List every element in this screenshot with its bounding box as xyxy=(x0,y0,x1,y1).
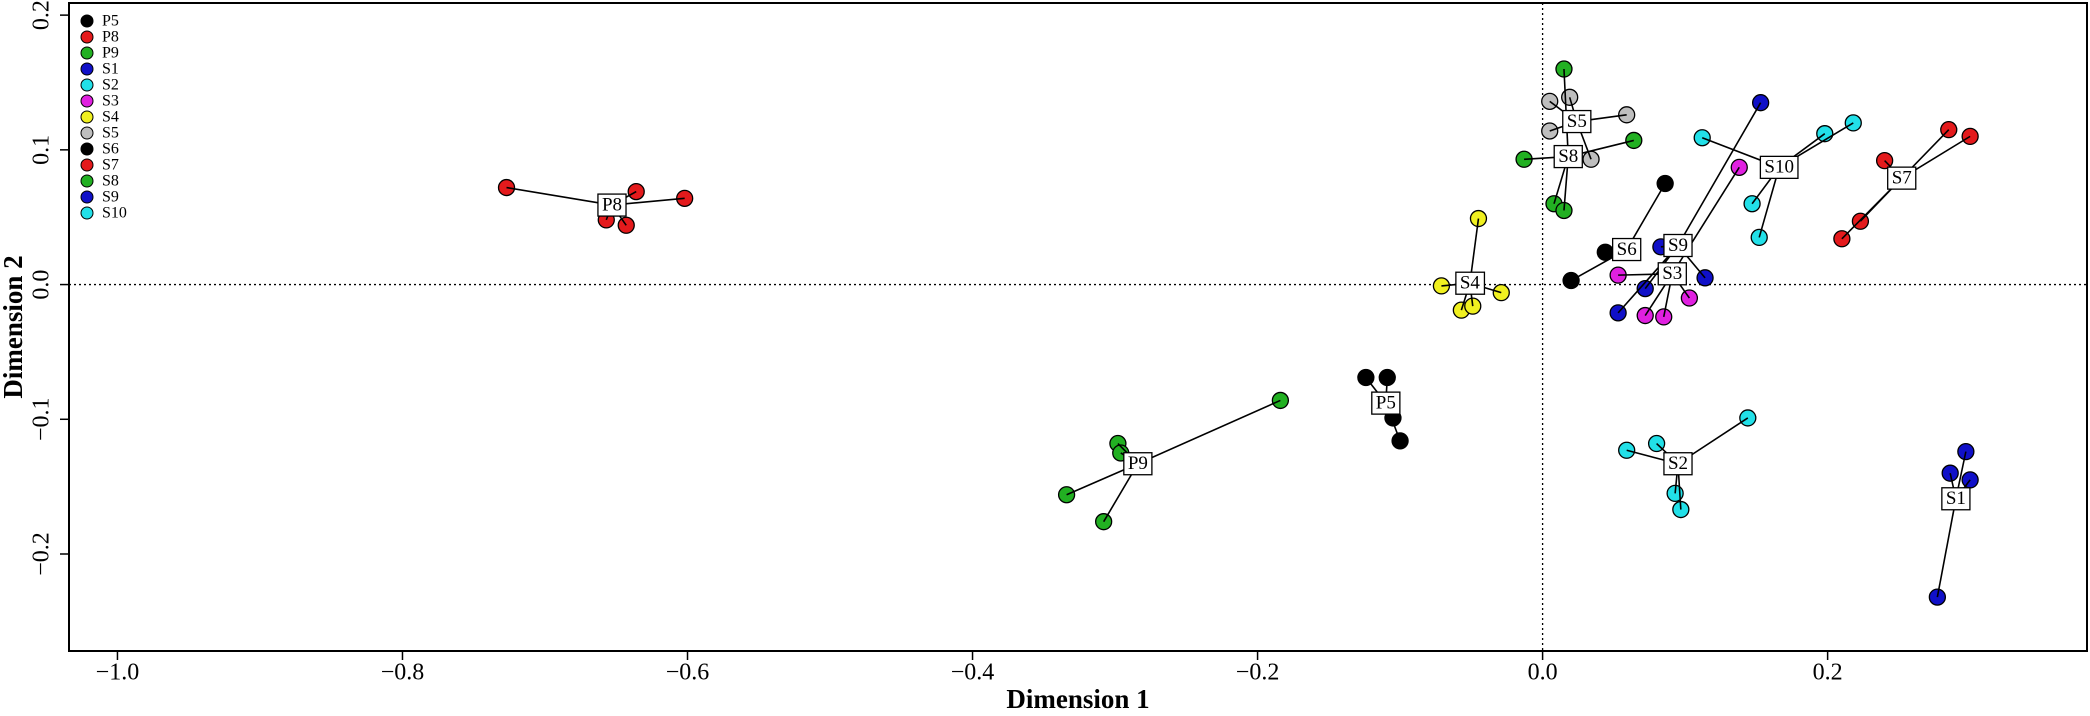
center-box xyxy=(1455,271,1486,295)
center-label: S2 xyxy=(1668,453,1688,474)
center-label: P8 xyxy=(602,194,622,215)
connector xyxy=(1677,102,1762,246)
center-box xyxy=(1553,144,1583,169)
y-tick-label: 0.1 xyxy=(29,135,55,165)
y-tick-label: 0.0 xyxy=(29,270,55,300)
center-label: S6 xyxy=(1617,239,1637,260)
legend-marker xyxy=(80,206,94,220)
legend-label: S7 xyxy=(102,157,119,174)
center-box xyxy=(1759,155,1799,180)
legend-marker xyxy=(80,142,94,156)
center-label: P5 xyxy=(1376,392,1396,413)
center-box xyxy=(1663,233,1693,258)
connector xyxy=(1936,498,1957,598)
legend-label: S10 xyxy=(102,205,127,222)
legend-marker xyxy=(80,158,94,172)
x-tick-label: −0.6 xyxy=(666,660,710,686)
legend-marker xyxy=(80,62,94,76)
center-box xyxy=(1123,452,1153,476)
connector xyxy=(1671,166,1740,275)
y-tick-label: −0.2 xyxy=(29,532,55,576)
legend-marker xyxy=(80,94,94,108)
center-label: S3 xyxy=(1662,263,1682,284)
legend-marker xyxy=(80,14,94,28)
center-label: S10 xyxy=(1764,157,1794,178)
legend-label: S1 xyxy=(102,61,119,78)
legend-label: S6 xyxy=(102,141,119,158)
center-box xyxy=(1371,391,1401,415)
center-label: S4 xyxy=(1460,273,1481,294)
legend-label: P9 xyxy=(102,45,119,62)
legend-label: S8 xyxy=(102,173,119,190)
y-tick-label: 0.2 xyxy=(29,0,55,30)
center-label: S7 xyxy=(1892,167,1912,188)
legend-marker xyxy=(80,46,94,60)
legend-label: P5 xyxy=(102,13,119,30)
x-tick-label: −0.2 xyxy=(1236,660,1280,686)
x-tick-label: 0.2 xyxy=(1813,660,1843,686)
legend-marker xyxy=(80,110,94,124)
y-tick-label: −0.1 xyxy=(29,398,55,442)
center-box xyxy=(597,193,627,217)
x-tick-label: −0.4 xyxy=(951,660,995,686)
center-label: P9 xyxy=(1128,453,1148,474)
legend-label: P8 xyxy=(102,29,119,46)
center-box xyxy=(1562,109,1592,134)
legend-label: S5 xyxy=(102,125,119,142)
legend-marker xyxy=(80,126,94,140)
x-tick-label: −1.0 xyxy=(96,660,140,686)
center-label: S5 xyxy=(1567,111,1587,132)
center-label: S1 xyxy=(1946,488,1966,509)
x-tick-label: −0.8 xyxy=(381,660,425,686)
center-box xyxy=(1887,166,1917,190)
center-box xyxy=(1657,262,1687,286)
y-axis-title: Dimension 2 xyxy=(0,255,28,398)
center-box xyxy=(1941,487,1971,511)
plot-frame xyxy=(68,2,2088,652)
legend-label: S9 xyxy=(102,189,119,206)
legend-label: S4 xyxy=(102,109,119,126)
legend-marker xyxy=(80,190,94,204)
center-box xyxy=(1611,237,1642,262)
legend-marker xyxy=(80,30,94,44)
center-label: S9 xyxy=(1668,235,1688,256)
connector xyxy=(1758,167,1780,238)
legend-label: S2 xyxy=(102,77,119,94)
center-label: S8 xyxy=(1558,146,1578,167)
legend-marker xyxy=(80,78,94,92)
legend-marker xyxy=(80,174,94,188)
connector xyxy=(506,186,613,206)
connector xyxy=(1137,399,1281,465)
legend-label: S3 xyxy=(102,93,119,110)
center-box xyxy=(1663,452,1693,476)
x-axis-title: Dimension 1 xyxy=(1006,684,1149,714)
x-tick-label: 0.0 xyxy=(1528,660,1558,686)
